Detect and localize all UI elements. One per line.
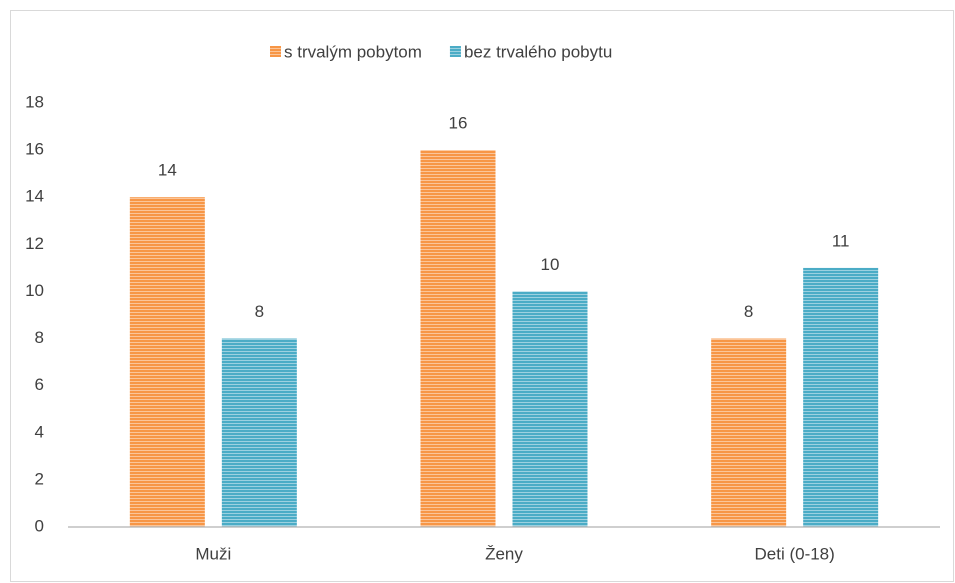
y-tick-label: 6	[35, 375, 44, 394]
y-tick-label: 4	[35, 422, 44, 441]
legend-label: s trvalým pobytom	[284, 42, 422, 61]
bar	[512, 291, 588, 527]
y-tick-label: 12	[25, 234, 44, 253]
data-label: 16	[449, 114, 468, 133]
y-tick-label: 16	[25, 140, 44, 159]
legend-swatch	[449, 46, 461, 57]
y-tick-label: 8	[35, 328, 44, 347]
data-label: 10	[541, 255, 560, 274]
bar	[803, 267, 879, 527]
y-tick-label: 0	[35, 516, 44, 535]
y-tick-label: 18	[25, 92, 44, 111]
bar	[711, 338, 787, 527]
data-label: 8	[744, 302, 753, 321]
bar	[129, 197, 205, 527]
y-tick-label: 14	[25, 187, 44, 206]
x-tick-label: Deti (0-18)	[755, 544, 835, 563]
data-label: 11	[832, 231, 850, 250]
y-tick-label: 2	[35, 469, 44, 488]
data-label: 14	[158, 161, 177, 180]
legend-swatch	[270, 46, 281, 57]
bar	[420, 150, 496, 527]
bar	[221, 338, 297, 527]
y-tick-label: 10	[25, 281, 44, 300]
x-tick-label: Muži	[195, 544, 231, 563]
data-label: 8	[255, 302, 264, 321]
x-tick-label: Ženy	[485, 544, 523, 563]
legend-label: bez trvalého pobytu	[464, 42, 612, 61]
